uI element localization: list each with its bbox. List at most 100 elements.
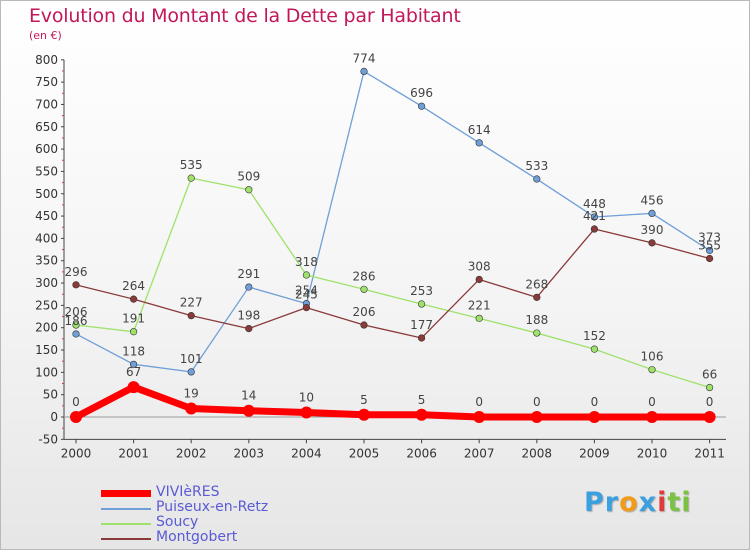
data-label-soucy: 286 bbox=[353, 269, 376, 283]
data-point-soucy bbox=[187, 174, 195, 182]
data-label-soucy: 206 bbox=[65, 305, 88, 319]
data-label-montgobert: 264 bbox=[122, 279, 145, 293]
y-tick-label: 0 bbox=[50, 410, 58, 424]
data-label-puiseux-en-retz: 373 bbox=[698, 230, 721, 244]
proxiti-logo: Proxiti bbox=[584, 487, 692, 518]
data-point-puiseux-en-retz bbox=[245, 283, 253, 291]
legend-item: Montgobert bbox=[101, 529, 321, 546]
y-tick-label: 300 bbox=[35, 276, 58, 290]
data-label-soucy: 106 bbox=[641, 350, 664, 364]
y-tick-label: 200 bbox=[35, 321, 58, 335]
data-label-montgobert: 390 bbox=[641, 223, 664, 237]
y-tick-label: 50 bbox=[43, 388, 58, 402]
series-layer bbox=[70, 67, 716, 423]
data-point-montgobert bbox=[72, 281, 80, 289]
data-point-soucy bbox=[705, 383, 714, 392]
data-point-puiseux-en-retz bbox=[130, 360, 138, 368]
data-point-puiseux-en-retz bbox=[648, 209, 656, 217]
x-tick-label: 2011 bbox=[694, 446, 725, 460]
series-line-soucy bbox=[75, 177, 711, 389]
data-label-puiseux-en-retz: 774 bbox=[353, 51, 376, 65]
x-tick-label: 2004 bbox=[291, 446, 322, 460]
data-point-puiseux-en-retz bbox=[72, 330, 80, 338]
data-label-soucy: 191 bbox=[122, 312, 145, 326]
data-label-vivi-res: 10 bbox=[299, 391, 314, 405]
data-point-vivi-res bbox=[415, 408, 428, 421]
legend-swatch bbox=[101, 522, 151, 525]
series-line-puiseux-en-retz bbox=[75, 70, 711, 373]
data-label-vivi-res: 0 bbox=[533, 395, 541, 409]
data-point-vivi-res bbox=[242, 404, 255, 417]
y-tick-label: 400 bbox=[35, 231, 58, 245]
x-tick-label: 2008 bbox=[522, 446, 553, 460]
data-point-soucy bbox=[245, 186, 253, 194]
data-label-puiseux-en-retz: 448 bbox=[583, 197, 606, 211]
y-tick-label: 450 bbox=[35, 209, 58, 223]
data-label-puiseux-en-retz: 614 bbox=[468, 123, 491, 137]
data-point-soucy bbox=[648, 366, 656, 374]
data-label-vivi-res: 67 bbox=[126, 365, 141, 379]
x-tick-label: 2010 bbox=[637, 446, 668, 460]
x-tick-label: 2007 bbox=[464, 446, 495, 460]
data-labels: 186 118 101 291 254 774 696 614 533 448 456 373 206 1… bbox=[65, 51, 722, 409]
data-point-montgobert bbox=[302, 304, 311, 312]
data-label-puiseux-en-retz: 291 bbox=[237, 267, 260, 281]
data-label-montgobert: 206 bbox=[353, 305, 376, 319]
data-label-vivi-res: 5 bbox=[360, 393, 368, 407]
data-point-vivi-res bbox=[473, 411, 486, 423]
data-point-montgobert bbox=[245, 324, 253, 333]
logo-letter: i bbox=[681, 487, 692, 518]
data-point-montgobert bbox=[130, 295, 138, 303]
data-label-montgobert: 296 bbox=[65, 265, 88, 279]
data-label-montgobert: 245 bbox=[295, 288, 318, 302]
data-point-soucy bbox=[590, 345, 599, 353]
data-point-soucy bbox=[130, 328, 138, 336]
data-label-montgobert: 355 bbox=[698, 238, 721, 252]
data-point-montgobert bbox=[648, 239, 656, 247]
y-tick-label: 750 bbox=[35, 75, 58, 89]
series-line-vivi-res bbox=[72, 383, 714, 421]
data-point-soucy bbox=[418, 300, 426, 308]
x-tick-label: 2005 bbox=[349, 446, 380, 460]
data-label-montgobert: 308 bbox=[468, 259, 491, 273]
data-point-montgobert bbox=[475, 275, 483, 284]
data-point-puiseux-en-retz bbox=[590, 213, 599, 221]
data-point-soucy bbox=[302, 271, 311, 279]
data-point-vivi-res bbox=[185, 402, 198, 415]
chart-title: Evolution du Montant de la Dette par Hab… bbox=[29, 5, 461, 27]
data-label-vivi-res: 5 bbox=[418, 393, 426, 407]
data-point-soucy bbox=[533, 329, 541, 337]
x-tick-label: 2003 bbox=[234, 446, 265, 460]
logo-letter: x bbox=[638, 487, 658, 518]
data-label-vivi-res: 19 bbox=[184, 387, 199, 401]
y-tick-label: 150 bbox=[35, 343, 58, 357]
data-label-montgobert: 177 bbox=[410, 318, 433, 332]
data-label-soucy: 66 bbox=[702, 368, 717, 382]
data-point-puiseux-en-retz bbox=[475, 139, 483, 147]
x-tick-label: 2001 bbox=[118, 446, 149, 460]
legend-item: Puiseux-en-Retz bbox=[101, 499, 321, 516]
legend-label: Montgobert bbox=[156, 529, 238, 545]
y-tick-label: 500 bbox=[35, 187, 58, 201]
data-point-puiseux-en-retz bbox=[533, 175, 541, 183]
legend-label: VIVIèRES bbox=[156, 484, 220, 500]
data-label-montgobert: 227 bbox=[180, 296, 203, 310]
data-point-montgobert bbox=[360, 321, 368, 329]
data-label-puiseux-en-retz: 456 bbox=[641, 193, 664, 207]
data-point-vivi-res bbox=[588, 411, 601, 423]
legend-label: Puiseux-en-Retz bbox=[156, 499, 269, 515]
data-label-vivi-res: 0 bbox=[706, 395, 714, 409]
x-tick-label: 2006 bbox=[406, 446, 437, 460]
legend-item: VIVIèRES bbox=[101, 484, 321, 501]
data-point-puiseux-en-retz bbox=[705, 246, 714, 255]
y-tick-label: -50 bbox=[38, 432, 58, 446]
data-label-puiseux-en-retz: 696 bbox=[410, 86, 433, 100]
data-point-montgobert bbox=[590, 225, 599, 233]
x-tick-label: 2000 bbox=[61, 446, 92, 460]
data-label-puiseux-en-retz: 101 bbox=[180, 352, 203, 366]
series-line-montgobert bbox=[75, 228, 711, 339]
data-label-montgobert: 421 bbox=[583, 209, 606, 223]
legend-swatch bbox=[101, 507, 151, 510]
